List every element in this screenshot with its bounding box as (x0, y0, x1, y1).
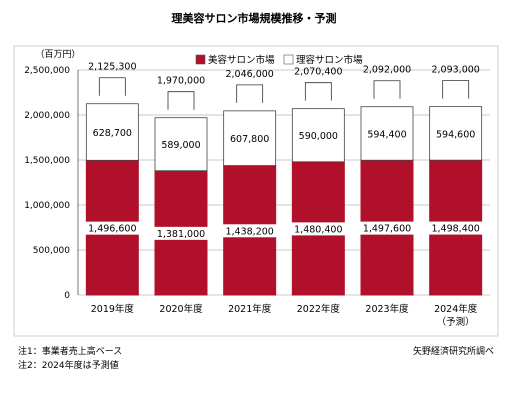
legend-label-beauty-salon: 美容サロン市場 (208, 54, 275, 66)
data-label-beauty-salon: 1,438,200 (225, 226, 273, 237)
total-bracket (442, 80, 470, 99)
y-tick-label: 500,000 (33, 246, 70, 256)
x-axis-labels: 2019年度 2020年度 2021年度 2022年度 2023年度 2024年度（予測） (91, 303, 478, 328)
total-bracket (167, 91, 195, 110)
x-tick-label: 2023年度 (365, 303, 409, 315)
data-label-background (151, 226, 211, 240)
source-credit: 矢野経済研究所調べ (413, 345, 494, 357)
total-bracket (304, 82, 332, 101)
legend-swatch-beauty-salon (195, 54, 206, 65)
total-bracket (98, 77, 126, 96)
legend: 美容サロン市場 理容サロン市場 (195, 54, 363, 66)
total-label: 2,125,300 (88, 62, 136, 73)
data-label-barber-salon: 607,800 (230, 134, 269, 145)
bar-segment-barber-salon (360, 106, 414, 161)
x-tick-label: 2021年度 (228, 303, 272, 315)
total-label: 2,092,000 (363, 65, 411, 76)
bar-segment-barber-salon (223, 110, 277, 166)
x-tick-label: 2022年度 (297, 303, 341, 315)
y-axis-unit-label: （百万円） (35, 49, 80, 60)
legend-swatch-barber-salon (283, 54, 294, 65)
data-label-barber-salon: 589,000 (161, 140, 200, 151)
data-label-barber-salon: 628,700 (93, 128, 132, 139)
total-label: 2,093,000 (431, 65, 479, 76)
data-label-background (425, 221, 486, 235)
gridlines (77, 69, 490, 296)
total-label: 2,070,400 (294, 67, 342, 78)
bar-segment-barber-salon (429, 106, 483, 161)
x-tick-label: 2020年度 (159, 303, 203, 315)
data-label-background (288, 222, 349, 236)
y-axis-ticks: 0 500,000 1,000,000 1,500,000 2,000,000 2,500… (24, 66, 70, 301)
data-label-background (82, 221, 143, 235)
data-label-beauty-salon: 1,497,600 (363, 224, 411, 235)
y-tick-label: 2,000,000 (24, 111, 70, 121)
data-label-barber-salon: 590,000 (299, 131, 338, 142)
bars: 1,496,600 628,700 2,125,300 1,381,000 589,00… (82, 62, 486, 296)
x-tick-sublabel: （予測） (437, 316, 475, 328)
y-tick-label: 1,500,000 (24, 156, 70, 166)
total-label: 2,046,000 (225, 69, 273, 80)
total-label: 1,970,000 (157, 76, 205, 87)
data-label-barber-salon: 594,600 (436, 129, 475, 140)
total-bracket (236, 84, 264, 103)
chart-title: 理美容サロン市場規模推移・予測 (172, 11, 337, 25)
x-tick-label: 2019年度 (91, 303, 135, 315)
note-2: 注2：2024年度は予測値 (18, 359, 119, 371)
data-label-barber-salon: 594,400 (367, 129, 406, 140)
plot-frame (13, 45, 499, 337)
bar-segment-barber-salon (154, 117, 208, 172)
note-1: 注1：事業者売上高ベース (18, 345, 122, 357)
bar-segment-barber-salon (291, 108, 345, 163)
y-tick-label: 2,500,000 (24, 66, 70, 76)
data-label-background (357, 221, 417, 235)
data-label-beauty-salon: 1,480,400 (294, 224, 342, 235)
data-label-beauty-salon: 1,381,000 (157, 229, 205, 240)
legend-label-barber-salon: 理容サロン市場 (296, 54, 363, 66)
bar-segment-barber-salon (85, 103, 139, 161)
x-tick-label: 2024年度 (434, 303, 478, 315)
y-tick-label: 1,000,000 (24, 201, 70, 211)
total-bracket (373, 80, 401, 99)
data-label-beauty-salon: 1,498,400 (431, 224, 479, 235)
data-label-beauty-salon: 1,496,600 (88, 224, 136, 235)
data-label-background (219, 224, 280, 238)
y-tick-label: 0 (64, 291, 70, 301)
